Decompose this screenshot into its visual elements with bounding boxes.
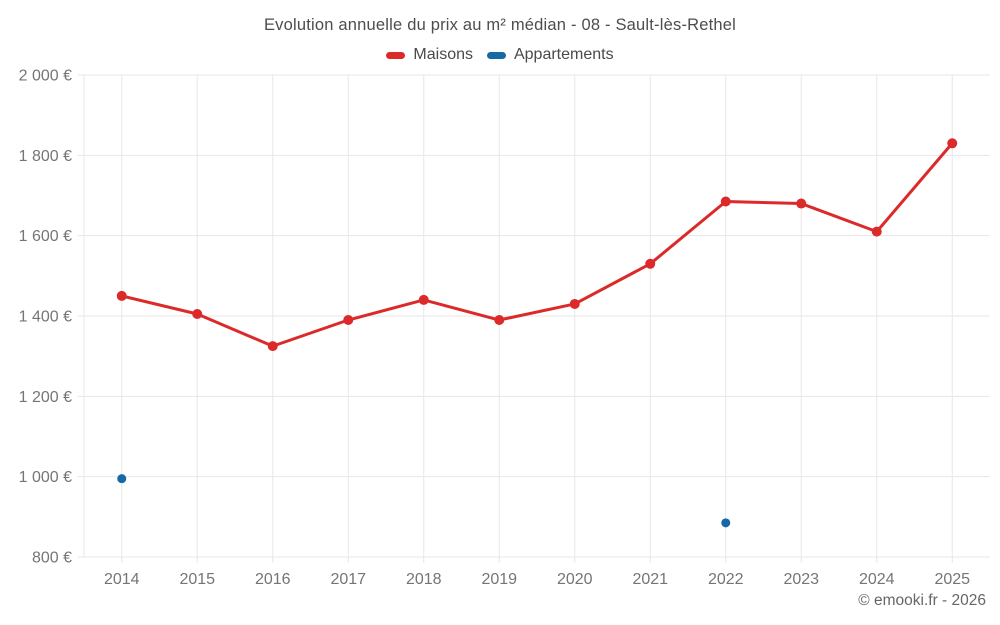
x-tick-label: 2019 <box>481 571 517 588</box>
y-tick-label: 2 000 € <box>19 68 72 85</box>
series-line-maisons <box>120 141 954 348</box>
data-point-maisons-2014[interactable] <box>116 290 127 301</box>
legend-item-appartements[interactable]: Appartements <box>486 46 614 64</box>
data-point-maisons-2024[interactable] <box>871 226 882 237</box>
legend-swatch-maisons-icon <box>386 51 406 59</box>
x-tick-label: 2018 <box>406 571 442 588</box>
y-tick-label: 1 000 € <box>19 469 72 486</box>
x-tick-label: 2024 <box>859 571 895 588</box>
y-tick-label: 800 € <box>32 550 72 567</box>
x-tick-label: 2016 <box>255 571 291 588</box>
data-point-maisons-2018[interactable] <box>418 294 429 305</box>
chart-title: Evolution annuelle du prix au m² médian … <box>263 16 737 34</box>
x-tick-label: 2022 <box>708 571 744 588</box>
x-tick-label: 2025 <box>934 571 970 588</box>
data-point-appartements-2022[interactable] <box>721 518 731 528</box>
x-tick-label: 2017 <box>330 571 366 588</box>
legend-item-maisons[interactable]: Maisons <box>386 46 473 64</box>
x-tick-label: 2014 <box>104 571 140 588</box>
data-point-appartements-2014[interactable] <box>117 474 127 484</box>
data-point-maisons-2022[interactable] <box>720 196 731 207</box>
data-point-maisons-2015[interactable] <box>192 308 203 319</box>
chart-legend: Maisons Appartements <box>0 46 1000 64</box>
data-point-maisons-2025[interactable] <box>947 138 958 149</box>
x-tick-label: 2020 <box>557 571 593 588</box>
legend-label-maisons: Maisons <box>413 46 473 63</box>
legend-swatch-appartements-icon <box>486 51 506 59</box>
y-tick-label: 1 400 € <box>19 309 72 326</box>
data-point-maisons-2021[interactable] <box>645 258 656 269</box>
data-point-maisons-2023[interactable] <box>796 198 807 209</box>
data-point-maisons-2016[interactable] <box>267 341 278 352</box>
legend-label-appartements: Appartements <box>513 46 614 63</box>
x-tick-label: 2023 <box>783 571 819 588</box>
data-point-maisons-2017[interactable] <box>343 315 354 326</box>
data-point-maisons-2020[interactable] <box>569 298 580 309</box>
y-tick-label: 1 200 € <box>19 389 72 406</box>
x-tick-label: 2015 <box>179 571 215 588</box>
x-tick-label: 2021 <box>632 571 668 588</box>
y-tick-label: 1 600 € <box>19 228 72 245</box>
footer-credit: © emooki.fr - 2026 <box>858 592 986 609</box>
y-tick-label: 1 800 € <box>19 148 72 165</box>
data-point-maisons-2019[interactable] <box>494 315 505 326</box>
